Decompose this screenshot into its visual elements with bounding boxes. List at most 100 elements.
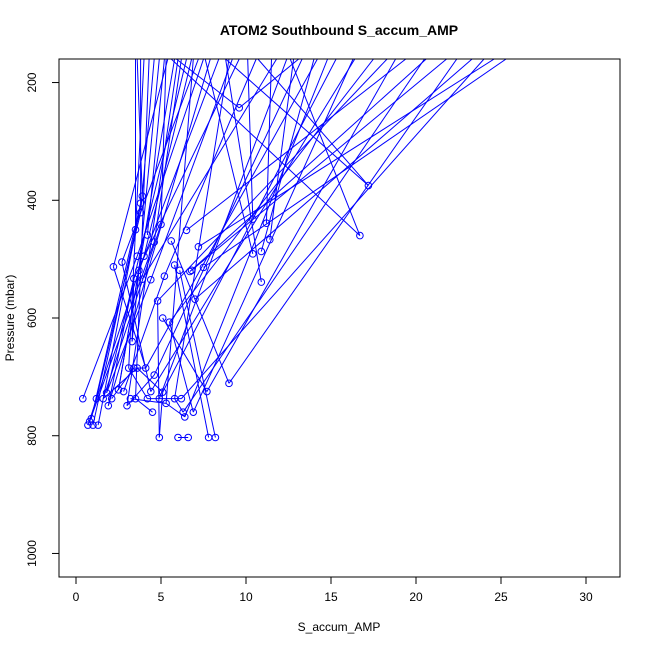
profile-segment-76	[228, 59, 458, 384]
data-point-42	[157, 220, 165, 229]
data-point-47	[165, 318, 174, 326]
profile-segment-43	[136, 59, 204, 257]
data-point-34	[147, 275, 155, 284]
data-point-60	[189, 408, 198, 416]
x-axis-label: S_accum_AMP	[298, 620, 381, 634]
data-point-48	[167, 237, 175, 245]
data-point-61	[191, 295, 199, 303]
data-point-16	[124, 364, 133, 372]
profile-segment-79	[181, 59, 485, 399]
data-point-56	[184, 433, 192, 442]
data-point-37	[150, 238, 158, 246]
profile-segment-90	[107, 59, 211, 406]
y-tick-label: 1000	[25, 540, 39, 567]
profile-segment-62	[204, 59, 254, 254]
profile-segment-70	[170, 59, 361, 236]
data-point-67	[225, 379, 233, 388]
profile-segment-53	[150, 59, 356, 392]
data-point-57	[182, 226, 191, 235]
data-point-52	[175, 266, 184, 275]
data-point-54	[179, 408, 187, 416]
y-tick-label: 400	[25, 190, 39, 210]
data-point-8	[102, 388, 111, 397]
profile-segment-54	[169, 59, 374, 323]
x-tick-label: 25	[494, 590, 508, 604]
chart-title: ATOM2 Southbound S_accum_AMP	[220, 22, 458, 38]
data-point-10	[107, 394, 116, 403]
data-point-32	[143, 394, 152, 403]
y-axis-label: Pressure (mbar)	[3, 275, 17, 362]
data-point-24	[133, 364, 141, 372]
profile-segment-74	[192, 59, 354, 413]
data-point-7	[99, 394, 107, 403]
x-tick-label: 10	[239, 590, 253, 604]
data-point-19	[130, 274, 138, 283]
data-point-53	[177, 394, 186, 403]
data-point-76	[364, 181, 373, 190]
data-point-58	[186, 267, 194, 276]
data-point-45	[160, 272, 169, 281]
data-point-36	[148, 408, 157, 416]
data-point-74	[266, 235, 274, 244]
profile-segment-3	[89, 241, 155, 422]
profile-segment-83	[128, 59, 145, 369]
data-point-15	[123, 401, 131, 410]
profile-segment-65	[265, 59, 272, 224]
x-tick-label: 0	[73, 590, 80, 604]
data-point-28	[138, 192, 147, 200]
y-axis: 200 400 600 800 1000	[25, 72, 60, 567]
data-point-25	[135, 266, 143, 275]
profile-segment-72	[257, 59, 369, 186]
x-tick-label: 5	[158, 590, 165, 604]
data-point-39	[153, 297, 162, 305]
data-point-69	[249, 215, 257, 223]
profile-segment-68	[238, 59, 300, 109]
profile-segment-66	[269, 59, 295, 240]
profile-segment-18	[112, 266, 147, 369]
profile-segment-87	[126, 59, 179, 406]
profile-segment-31	[179, 270, 216, 438]
data-point-1	[84, 421, 92, 429]
profile-segment-80	[174, 59, 230, 399]
profile-segment-75	[206, 59, 397, 392]
profile-segment-37	[136, 59, 143, 197]
profile-segment-86	[121, 59, 199, 263]
profile-segment-67	[260, 59, 315, 252]
data-point-33	[143, 231, 152, 239]
x-axis: 0 5 10 15 20 25 30	[73, 576, 593, 604]
profile-segment-89	[106, 59, 187, 393]
x-tick-label: 30	[579, 590, 593, 604]
data-point-38	[150, 371, 158, 379]
profile-segment-52	[162, 59, 337, 393]
profile-segment-27	[157, 300, 160, 438]
profile-segment-73	[289, 59, 361, 236]
data-point-68	[235, 104, 243, 112]
data-point-21	[131, 225, 140, 234]
profile-segment-82	[135, 59, 150, 399]
data-point-71	[257, 278, 266, 286]
data-point-13	[118, 258, 126, 266]
data-point-49	[170, 261, 179, 269]
data-point-73	[262, 219, 271, 228]
profile-segment-25	[169, 321, 194, 413]
data-point-18	[128, 337, 136, 346]
data-point-43	[158, 388, 167, 396]
data-point-14	[119, 387, 128, 396]
data-point-63	[199, 263, 208, 272]
profile-segment-23	[174, 398, 184, 413]
profile-segment-41	[160, 59, 167, 225]
data-point-27	[136, 199, 145, 208]
x-tick-label: 20	[409, 590, 423, 604]
profile-segment-42	[143, 59, 193, 257]
profile-segment-61	[203, 59, 507, 268]
profile-segment-55	[157, 59, 388, 302]
profile-segment-63	[225, 59, 262, 283]
data-point-40	[155, 394, 164, 403]
data-point-4	[89, 421, 97, 429]
data-point-26	[136, 208, 145, 217]
profile-segment-64	[247, 59, 254, 220]
profile-segment-57	[189, 59, 427, 272]
profile-segment-56	[186, 59, 407, 231]
